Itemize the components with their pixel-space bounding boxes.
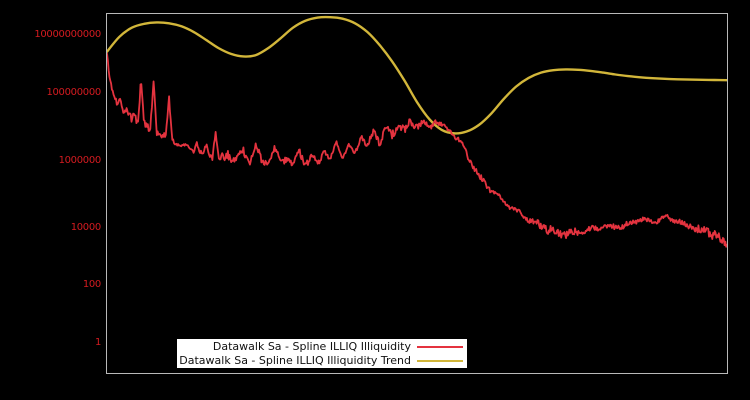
y-tick-label: 10000 — [70, 222, 102, 233]
y-tick-label: 10000000000 — [34, 29, 101, 40]
series-canvas — [107, 15, 727, 248]
legend-label: Datawalk Sa - Spline ILLIQ Illiquidity T… — [179, 354, 411, 367]
plot-area — [106, 13, 728, 374]
legend-label: Datawalk Sa - Spline ILLIQ Illiquidity — [212, 340, 411, 353]
legend-item-illiquidity-trend[interactable]: Datawalk Sa - Spline ILLIQ Illiquidity T… — [179, 354, 463, 368]
series-line-illiquidity — [107, 52, 727, 248]
y-tick-label: 100 — [82, 279, 101, 290]
y-tick-label: 100000000 — [46, 87, 101, 98]
y-axis-tick-labels: 10000000000 100000000 1000000 10000 100 … — [0, 0, 101, 400]
legend: Datawalk Sa - Spline ILLIQ Illiquidity D… — [176, 338, 468, 369]
legend-color-swatch — [417, 345, 463, 348]
y-tick-label: 1 — [94, 337, 101, 348]
legend-item-illiquidity[interactable]: Datawalk Sa - Spline ILLIQ Illiquidity — [181, 340, 463, 354]
legend-color-swatch — [417, 359, 463, 362]
series-line-illiquidity-trend — [107, 15, 727, 135]
y-tick-label: 1000000 — [58, 155, 102, 166]
